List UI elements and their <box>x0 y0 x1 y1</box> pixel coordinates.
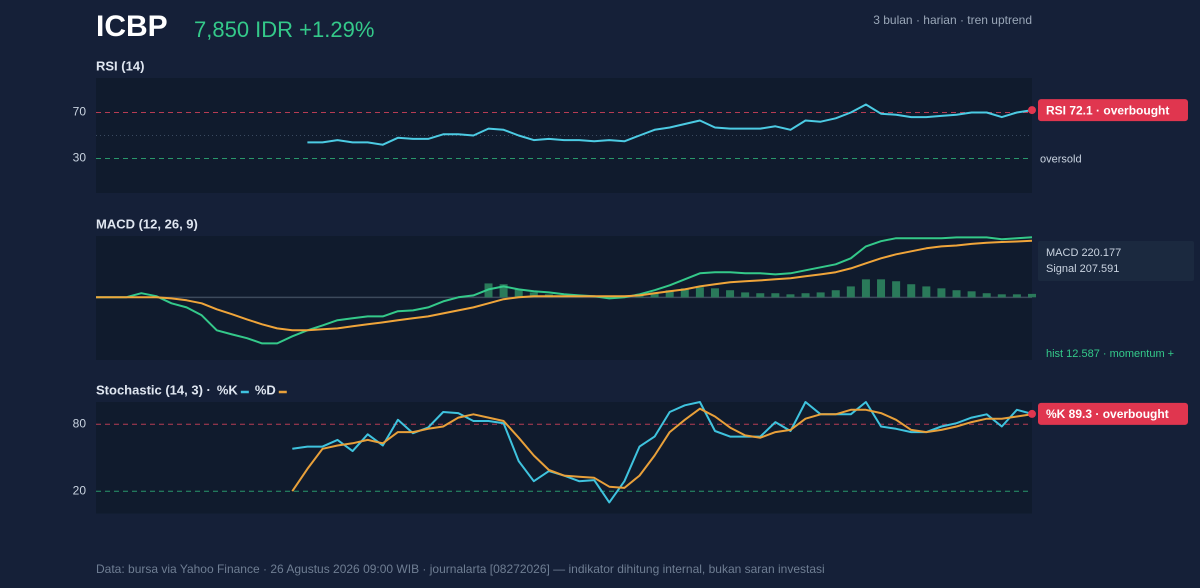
readout-text: MACD 220.177 <box>1046 247 1121 259</box>
badge <box>1038 402 1188 425</box>
panel <box>96 402 1032 514</box>
legend-label: %K <box>217 382 239 397</box>
hist-bar <box>710 288 719 298</box>
hist-bar <box>771 293 780 298</box>
hist-bar <box>499 284 508 298</box>
y-tick-label: 30 <box>73 151 87 165</box>
hist-bar <box>680 288 689 298</box>
badge-text: %K 89.3 · overbought <box>1046 407 1169 421</box>
panel-title: Stochastic (14, 3) · <box>96 382 211 397</box>
hist-bar <box>801 293 810 298</box>
hist-bar <box>786 294 795 298</box>
hist-bar <box>952 290 961 298</box>
hist-note: hist 12.587 · momentum + <box>1046 348 1174 360</box>
hist-bar <box>726 290 735 298</box>
hist-bar <box>529 292 538 298</box>
series-line <box>291 407 1033 492</box>
last-point <box>1028 409 1036 418</box>
hist-bar <box>892 281 901 298</box>
series-line <box>307 103 1033 146</box>
readout-box <box>1038 241 1194 281</box>
meta: 3 bulan · harian · tren uptrend <box>873 13 1032 27</box>
y-tick-label: 20 <box>73 483 87 497</box>
symbol: ICBP <box>96 10 168 43</box>
hist-bar <box>937 288 946 298</box>
hist-bar <box>877 279 886 298</box>
hist-bar <box>982 293 991 298</box>
last-point <box>1028 106 1036 115</box>
hist-bar <box>861 279 870 298</box>
hist-bar <box>967 291 976 298</box>
hist-bar <box>695 287 704 298</box>
zone-label: oversold <box>1040 153 1082 165</box>
series-line <box>96 239 1033 332</box>
hist-bar <box>846 286 855 298</box>
hist-bar <box>650 292 659 298</box>
footer: Data: bursa via Yahoo Finance · 26 Agust… <box>96 562 825 576</box>
hist-bar <box>741 292 750 298</box>
series-line <box>96 236 1033 345</box>
badge-text: RSI 72.1 · overbought <box>1046 103 1169 117</box>
hist-bar <box>1012 294 1021 298</box>
y-tick-label: 80 <box>73 416 87 430</box>
hist-bar <box>1028 293 1036 298</box>
panel-title: MACD (12, 26, 9) <box>96 216 198 231</box>
readout-text: Signal 207.591 <box>1046 263 1119 275</box>
hist-bar <box>756 293 765 298</box>
panel-title: RSI (14) <box>96 58 144 73</box>
hist-bar <box>922 286 931 298</box>
hist-bar <box>997 294 1006 298</box>
hist-bar <box>514 289 523 298</box>
badge <box>1038 99 1188 122</box>
quote: 7,850 IDR +1.29% <box>194 17 374 42</box>
hist-bar <box>907 284 916 298</box>
hist-bar <box>816 292 825 298</box>
hist-bar <box>831 290 840 298</box>
legend-label: %D <box>255 382 276 397</box>
hist-bar <box>665 290 674 298</box>
y-tick-label: 70 <box>73 105 87 119</box>
